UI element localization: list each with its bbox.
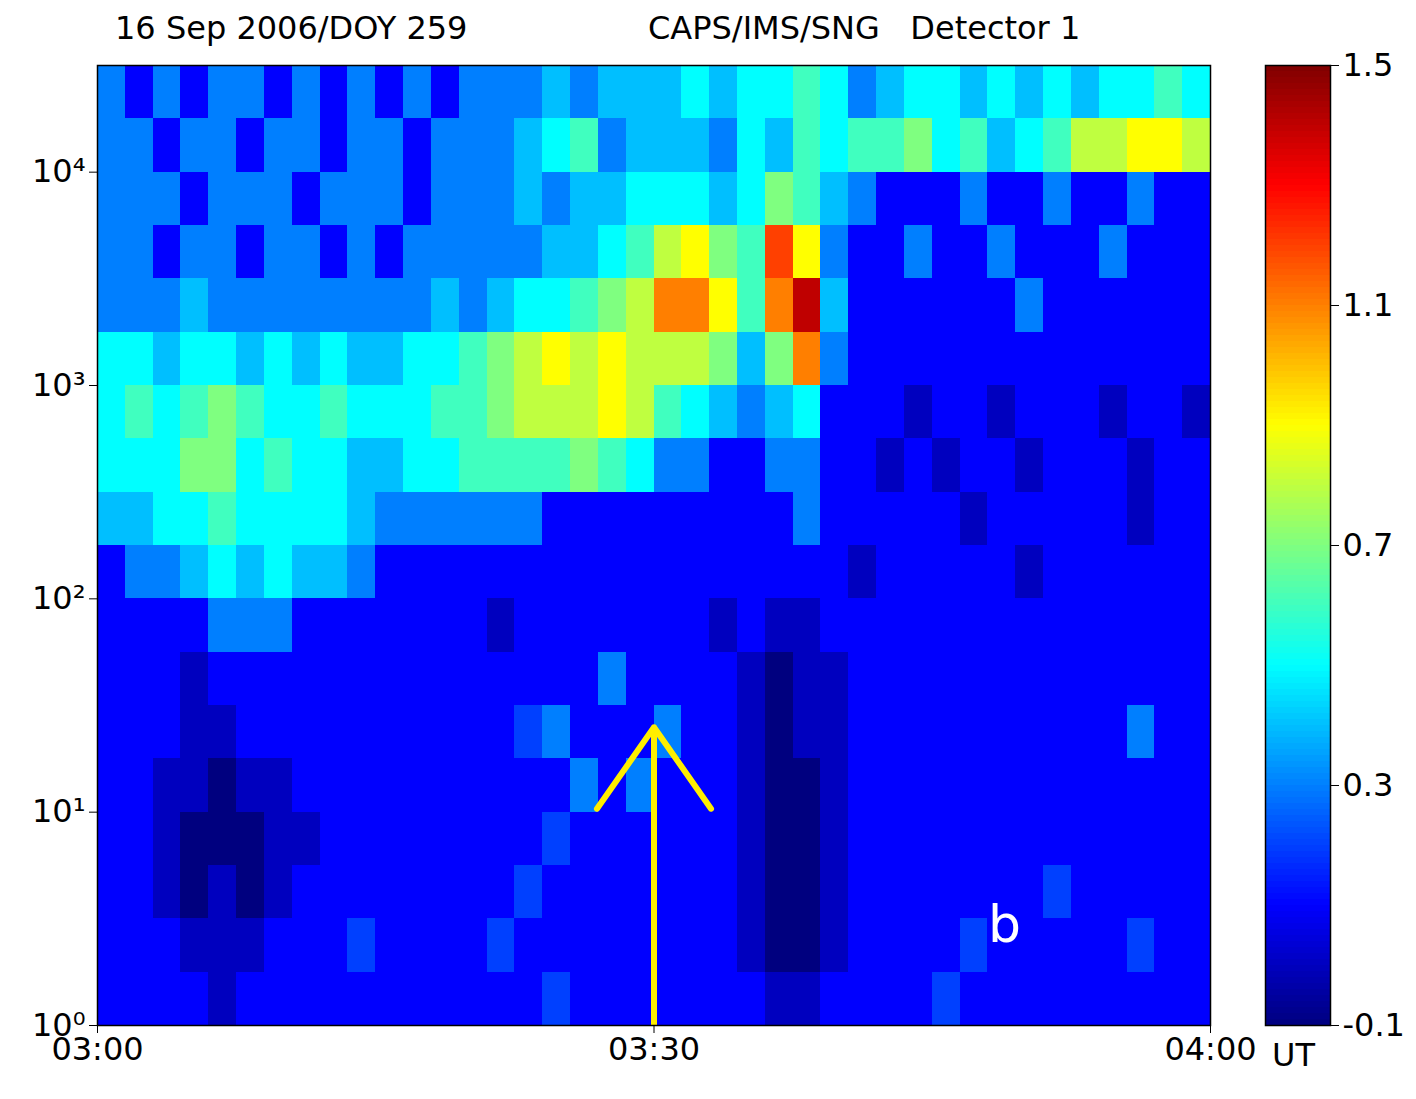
- svg-text:10³: 10³: [32, 366, 86, 404]
- html-text:b: b: [988, 894, 1021, 954]
- html-text:16 Sep 2006/DOY 259: 16 Sep 2006/DOY 259: [115, 9, 468, 47]
- svg-text:04:00: 04:00: [1164, 1030, 1256, 1068]
- html-text:CAPS/IMS/SNG Detector 1: CAPS/IMS/SNG Detector 1: [648, 9, 1081, 47]
- svg-text:-0.1: -0.1: [1343, 1006, 1405, 1044]
- svg-text:03:30: 03:30: [608, 1030, 700, 1068]
- svg-text:1.5: 1.5: [1343, 46, 1394, 84]
- svg-text:10⁰: 10⁰: [32, 1005, 86, 1044]
- svg-text:0.7: 0.7: [1343, 526, 1394, 564]
- svg-text:0.3: 0.3: [1343, 766, 1394, 804]
- svg-text:03:00: 03:00: [51, 1030, 143, 1068]
- svg-text:1.1: 1.1: [1343, 286, 1394, 324]
- html-text:UT: UT: [1272, 1036, 1315, 1074]
- svg-text:10⁴: 10⁴: [32, 152, 86, 190]
- svg-text:10¹: 10¹: [32, 792, 86, 830]
- svg-text:10²: 10²: [32, 579, 86, 617]
